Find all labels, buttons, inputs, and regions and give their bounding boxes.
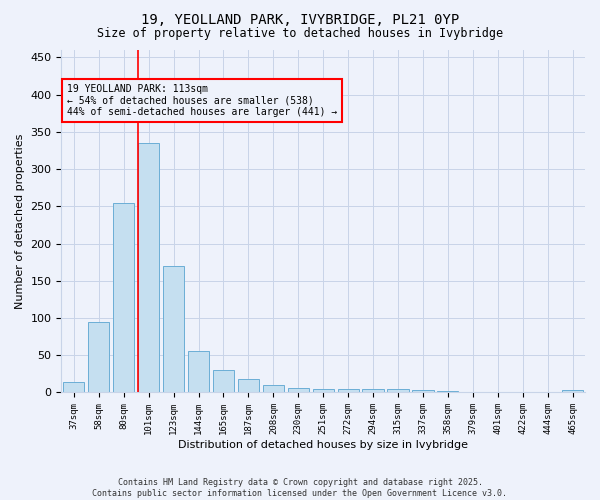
Text: 19 YEOLLAND PARK: 113sqm
← 54% of detached houses are smaller (538)
44% of semi-: 19 YEOLLAND PARK: 113sqm ← 54% of detach… [67,84,337,117]
Text: Size of property relative to detached houses in Ivybridge: Size of property relative to detached ho… [97,28,503,40]
Bar [287,388,309,392]
Y-axis label: Number of detached properties: Number of detached properties [15,134,25,309]
Bar [188,351,209,393]
Bar [88,322,109,392]
Bar [562,390,583,392]
Bar [138,143,159,392]
Text: Contains HM Land Registry data © Crown copyright and database right 2025.
Contai: Contains HM Land Registry data © Crown c… [92,478,508,498]
X-axis label: Distribution of detached houses by size in Ivybridge: Distribution of detached houses by size … [178,440,468,450]
Bar [362,388,383,392]
Text: 19, YEOLLAND PARK, IVYBRIDGE, PL21 0YP: 19, YEOLLAND PARK, IVYBRIDGE, PL21 0YP [141,12,459,26]
Bar [213,370,234,392]
Bar [263,385,284,392]
Bar [313,388,334,392]
Bar [113,202,134,392]
Bar [388,388,409,392]
Bar [163,266,184,392]
Bar [412,390,434,392]
Bar [63,382,85,392]
Bar [437,391,458,392]
Bar [238,379,259,392]
Bar [338,390,359,392]
